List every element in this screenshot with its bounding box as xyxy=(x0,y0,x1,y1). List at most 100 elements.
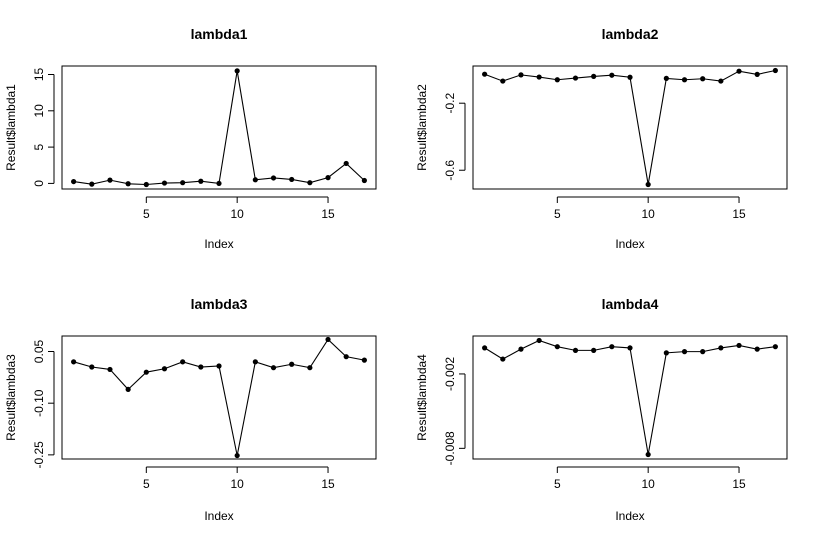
data-point xyxy=(71,359,77,365)
x-axis-title: Index xyxy=(204,237,233,251)
series-line xyxy=(484,69,776,185)
x-tick-label: 5 xyxy=(143,207,150,221)
data-point xyxy=(645,181,651,188)
panel-lambda1: lambda1 5 10 15 0 5 10 15 Index Result$lambda1 xyxy=(4,26,377,251)
data-point xyxy=(325,175,331,181)
x-tick-label: 15 xyxy=(732,477,746,491)
y-tick-label: -0.002 xyxy=(443,357,457,391)
y-tick-label: -0.008 xyxy=(443,431,457,465)
panel-lambda4: lambda4 5 10 15 -0.008 -0.002 Index Result$lamb… xyxy=(415,296,788,523)
data-point xyxy=(500,356,506,362)
data-point xyxy=(718,78,724,84)
data-point xyxy=(627,74,633,80)
data-point xyxy=(216,180,222,187)
y-axis-title: Result$lambda4 xyxy=(415,354,429,441)
x-tick-label: 5 xyxy=(554,477,561,491)
data-point xyxy=(572,75,579,81)
plot-frame xyxy=(61,65,377,190)
x-tick-label: 10 xyxy=(230,207,244,221)
data-point xyxy=(609,72,615,78)
data-point xyxy=(627,345,633,351)
data-point xyxy=(700,349,706,355)
x-tick-label: 5 xyxy=(554,207,561,221)
plot-frame xyxy=(472,335,788,460)
data-point xyxy=(700,76,706,82)
data-point xyxy=(681,77,688,83)
data-point xyxy=(125,181,131,187)
data-point xyxy=(736,342,742,349)
data-point xyxy=(518,346,524,352)
data-point xyxy=(161,180,168,186)
chart-title: lambda1 xyxy=(191,26,248,42)
data-point xyxy=(554,344,560,350)
x-tick-label: 10 xyxy=(641,477,655,491)
y-tick-label: 15 xyxy=(32,68,46,82)
data-point xyxy=(289,176,295,183)
data-point xyxy=(307,365,313,371)
data-point xyxy=(125,386,131,393)
data-point xyxy=(161,366,168,372)
data-point xyxy=(270,365,277,371)
x-tick-label: 15 xyxy=(321,477,335,491)
data-point xyxy=(663,350,669,356)
data-point xyxy=(482,345,488,351)
y-tick-label: 0.05 xyxy=(32,340,46,364)
data-point xyxy=(536,74,542,80)
chart-title: lambda4 xyxy=(602,296,659,312)
data-point xyxy=(180,180,186,186)
y-tick-label: -0.25 xyxy=(32,441,46,469)
data-point xyxy=(234,452,240,459)
y-tick-label: 10 xyxy=(32,104,46,118)
panel-lambda3: lambda3 5 10 15 -0.25 -0.10 0.05 Index Result$la… xyxy=(4,296,377,523)
x-tick-label: 10 xyxy=(641,207,655,221)
data-point xyxy=(107,177,113,183)
chart-title: lambda2 xyxy=(602,26,659,42)
data-point xyxy=(591,347,597,353)
chart-title: lambda3 xyxy=(191,296,248,312)
y-tick-label: -0.2 xyxy=(443,93,457,114)
plot-frame xyxy=(472,65,788,190)
data-point xyxy=(536,337,542,344)
panel-lambda2: lambda2 5 10 15 -0.6 -0.2 Index Result$lambda2 xyxy=(415,26,788,251)
series-line xyxy=(73,338,365,456)
plot-frame xyxy=(61,335,377,460)
y-tick-label: -0.6 xyxy=(443,160,457,181)
data-point xyxy=(754,71,760,77)
y-tick-label: 0 xyxy=(32,180,46,187)
x-tick-label: 15 xyxy=(732,207,746,221)
data-point xyxy=(754,346,760,352)
y-axis-title: Result$lambda2 xyxy=(415,84,429,171)
data-point xyxy=(554,77,560,83)
data-point xyxy=(89,181,95,187)
data-point xyxy=(718,345,724,351)
data-point xyxy=(289,361,295,367)
data-point xyxy=(343,160,349,167)
data-point xyxy=(270,175,277,181)
data-point xyxy=(180,359,186,365)
y-tick-label: 5 xyxy=(32,143,46,150)
data-point xyxy=(143,181,149,188)
data-point xyxy=(736,68,742,74)
y-axis-title: Result$lambda3 xyxy=(4,354,18,441)
data-point xyxy=(234,68,240,74)
data-point xyxy=(198,364,204,370)
data-point xyxy=(572,347,579,353)
data-point xyxy=(252,359,258,365)
data-point xyxy=(143,369,149,375)
data-point xyxy=(681,349,688,355)
data-point xyxy=(645,451,651,458)
series-line xyxy=(484,339,776,455)
data-point xyxy=(71,178,77,185)
data-point xyxy=(518,72,524,78)
data-point xyxy=(252,177,258,183)
y-axis-title: Result$lambda1 xyxy=(4,84,18,171)
data-point xyxy=(500,78,506,84)
data-point xyxy=(343,354,349,360)
data-point xyxy=(198,178,204,184)
data-point xyxy=(89,364,95,370)
data-point xyxy=(663,75,669,82)
data-point xyxy=(772,344,778,350)
data-point xyxy=(325,336,331,343)
x-axis-title: Index xyxy=(204,509,233,523)
